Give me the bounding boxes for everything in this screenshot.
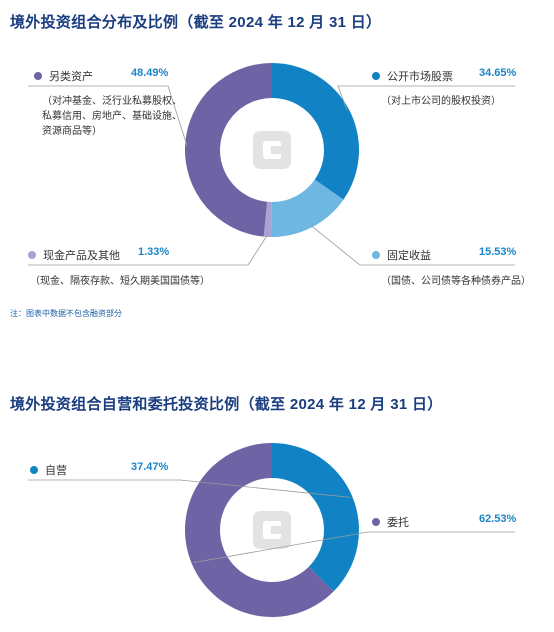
legend-dot-cash bbox=[28, 251, 36, 259]
pct-alternatives: 48.49% bbox=[131, 67, 169, 79]
chart1-title: 境外投资组合分布及比例（截至 2024 年 12 月 31 日） bbox=[10, 14, 382, 31]
leader-alternatives bbox=[28, 85, 188, 147]
chart1-slice-2 bbox=[271, 179, 344, 237]
desc-listed-equity: （对上市公司的股权投资） bbox=[381, 96, 501, 107]
chart1-footnote: 注：图表中数据不包含融资部分 bbox=[10, 309, 122, 318]
desc-fixed-income: （国债、公司债等各种债券产品） bbox=[381, 276, 531, 287]
pct-listed-equity: 34.65% bbox=[479, 67, 517, 79]
pct-fixed-income: 15.53% bbox=[479, 246, 517, 258]
legend-cash: 现金产品及其他 bbox=[28, 247, 120, 263]
chart1-slice-1 bbox=[272, 63, 360, 200]
leader-fixed-income bbox=[310, 225, 515, 266]
pct-self-managed: 37.47% bbox=[131, 461, 169, 473]
legend-dot-entrusted bbox=[372, 518, 380, 526]
legend-label-self-managed: 自营 bbox=[45, 465, 67, 477]
legend-label-entrusted: 委托 bbox=[387, 517, 409, 529]
desc-alternatives-line-2: 私募信用、房地产、基础设施、 bbox=[42, 111, 182, 122]
legend-label-alternatives: 另类资产 bbox=[49, 71, 93, 83]
chart2-slice-1 bbox=[272, 443, 359, 592]
pct-entrusted: 62.53% bbox=[479, 513, 517, 525]
desc-alternatives: （对冲基金、泛行业私募股权、 私募信用、房地产、基础设施、 资源商品等） bbox=[42, 94, 182, 139]
desc-alternatives-line-3: 资源商品等） bbox=[42, 126, 102, 137]
desc-alternatives-line-1: （对冲基金、泛行业私募股权、 bbox=[42, 96, 182, 107]
leader-listed-equity bbox=[337, 85, 515, 111]
chart2-logo-icon-notch bbox=[271, 526, 283, 534]
legend-dot-listed-equity bbox=[372, 72, 380, 80]
legend-self-managed: 自营 bbox=[30, 462, 67, 478]
leader-self-managed bbox=[28, 479, 351, 498]
chart1-slice-4 bbox=[184, 63, 272, 237]
legend-alternatives: 另类资产 bbox=[34, 68, 93, 84]
legend-label-fixed-income: 固定收益 bbox=[387, 250, 431, 262]
desc-cash: （现金、隔夜存款、短久期美国国债等） bbox=[30, 276, 210, 287]
chart2-slice-2 bbox=[184, 443, 334, 617]
legend-entrusted: 委托 bbox=[372, 514, 409, 530]
legend-label-listed-equity: 公开市场股票 bbox=[387, 71, 453, 83]
legend-fixed-income: 固定收益 bbox=[372, 247, 431, 263]
legend-dot-self-managed bbox=[30, 466, 38, 474]
leader-cash bbox=[28, 234, 268, 266]
pct-cash: 1.33% bbox=[138, 246, 170, 258]
leader-entrusted bbox=[193, 531, 515, 563]
chart2-title: 境外投资组合自营和委托投资比例（截至 2024 年 12 月 31 日） bbox=[10, 396, 443, 413]
legend-label-cash: 现金产品及其他 bbox=[43, 250, 120, 262]
legend-dot-fixed-income bbox=[372, 251, 380, 259]
chart1-logo-icon-notch bbox=[271, 146, 283, 154]
legend-listed-equity: 公开市场股票 bbox=[372, 68, 453, 84]
chart1-slice-3 bbox=[263, 201, 272, 237]
legend-dot-alternatives bbox=[34, 72, 42, 80]
